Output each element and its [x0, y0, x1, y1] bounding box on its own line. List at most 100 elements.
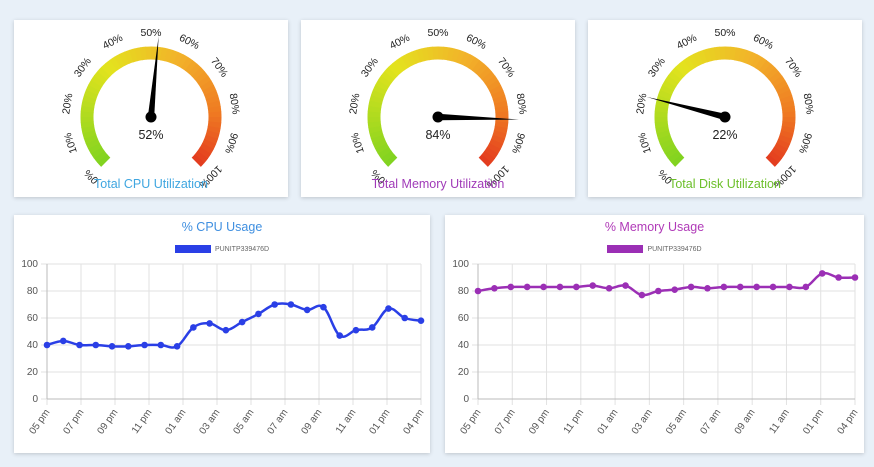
data-point[interactable]	[523, 283, 531, 291]
x-tick-label: 07 am	[266, 407, 291, 436]
gauge-arc-segment	[372, 138, 387, 150]
data-point[interactable]	[76, 341, 83, 349]
data-point[interactable]	[417, 317, 425, 324]
gauge-arc-segment	[781, 121, 796, 129]
gauge-arc-segment	[80, 105, 95, 113]
gauge-arc-segment	[206, 125, 221, 135]
y-tick-label: 100	[452, 259, 469, 270]
gauge-arc-segment	[446, 47, 456, 62]
data-point[interactable]	[173, 343, 181, 350]
gauge-arc-segment	[493, 100, 508, 109]
data-point[interactable]	[352, 326, 360, 334]
gauge-tick-label: 80%	[227, 93, 242, 116]
gauge-arc-segment	[97, 66, 111, 80]
data-point[interactable]	[638, 291, 646, 299]
legend-label: PUNITP339476D	[647, 245, 702, 253]
data-point[interactable]	[238, 318, 246, 326]
gauge-arc-segment	[773, 143, 788, 155]
gauge-arc-segment	[370, 89, 386, 100]
data-point[interactable]	[141, 341, 148, 349]
data-point[interactable]	[303, 306, 311, 314]
data-point[interactable]	[222, 326, 230, 334]
data-point[interactable]	[108, 343, 116, 350]
gauge-arc-segment	[90, 75, 105, 88]
data-point[interactable]	[704, 285, 711, 292]
data-point[interactable]	[271, 301, 278, 308]
data-point[interactable]	[687, 283, 695, 291]
x-tick-label: 11 am	[767, 407, 792, 435]
data-point[interactable]	[736, 283, 744, 291]
data-point[interactable]	[401, 314, 409, 322]
gauge-arc-segment	[751, 54, 763, 69]
data-point[interactable]	[59, 337, 67, 345]
x-tick-label: 05 pm	[28, 407, 53, 436]
gauge-arc-segment	[773, 80, 789, 92]
data-point[interactable]	[589, 282, 597, 289]
data-point[interactable]	[320, 303, 327, 311]
gauge-arc-segment	[442, 46, 450, 61]
chart-card-memory: % Memory Usage PUNITP339476D 0 20 40 60 80 10…	[445, 215, 864, 453]
data-point[interactable]	[769, 283, 777, 291]
gauge-arc-segment	[205, 130, 220, 140]
data-point[interactable]	[720, 283, 728, 291]
data-point[interactable]	[556, 283, 564, 291]
gauge-arc-segment	[662, 79, 677, 91]
gauge-value-label: 22%	[712, 128, 737, 142]
gauge-arc-segment	[377, 146, 392, 159]
gauge-arc-segment	[188, 63, 202, 77]
gauge-arc-segment	[675, 62, 689, 77]
data-point[interactable]	[753, 283, 760, 291]
gauge-arc-segment	[494, 105, 509, 114]
data-point[interactable]	[605, 285, 613, 292]
data-point[interactable]	[474, 287, 482, 295]
chart-legend[interactable]: PUNITP339476D	[14, 245, 430, 253]
data-point[interactable]	[851, 274, 859, 281]
data-point[interactable]	[655, 287, 662, 295]
data-point[interactable]	[802, 283, 810, 291]
gauge-arc-segment	[484, 146, 499, 159]
data-point[interactable]	[786, 283, 793, 291]
gauge-arc-segment	[114, 53, 126, 69]
data-point[interactable]	[622, 282, 629, 289]
gauge-arc-segment	[202, 84, 217, 96]
y-tick-label: 0	[32, 394, 38, 405]
data-point[interactable]	[157, 341, 165, 349]
gauge-arc-segment	[713, 46, 722, 61]
data-point[interactable]	[287, 301, 295, 308]
gauge-arc-segment	[486, 143, 501, 155]
gauge-arc-segment	[775, 138, 791, 150]
data-point[interactable]	[368, 324, 376, 331]
gauge-arc-segment	[664, 146, 679, 159]
chart-legend[interactable]: PUNITP339476D	[445, 245, 864, 253]
gauge-arc-segment	[768, 71, 783, 84]
data-point[interactable]	[507, 283, 515, 291]
x-tick-label: 04 pm	[836, 407, 861, 436]
gauge-arc-segment	[180, 56, 193, 71]
gauge-arc-segment	[87, 142, 103, 154]
gauge-arc-segment	[85, 84, 101, 96]
gauge-arc-segment	[780, 125, 795, 135]
gauge-title: Total Memory Utilization	[371, 177, 505, 191]
data-point[interactable]	[540, 283, 547, 291]
data-point[interactable]	[125, 343, 132, 350]
gauge-tick-label: 70%	[495, 55, 517, 79]
data-point[interactable]	[336, 332, 343, 339]
gauge-arc-segment	[421, 47, 430, 62]
data-point[interactable]	[92, 341, 100, 349]
data-point[interactable]	[255, 310, 262, 318]
x-tick-label: 11 am	[334, 407, 359, 435]
data-point[interactable]	[573, 283, 580, 291]
gauge-svg: 0%10%20%30%40% 50% 60%70%80%90%100%22%	[634, 27, 816, 191]
data-point[interactable]	[818, 270, 826, 277]
x-tick-label: 11 pm	[130, 407, 155, 435]
series-line	[477, 271, 856, 297]
data-point[interactable]	[491, 285, 498, 292]
gauge-tick-label: 50%	[140, 27, 161, 39]
data-point[interactable]	[206, 320, 213, 327]
gauge-arc-segment	[765, 154, 779, 167]
data-point[interactable]	[43, 341, 51, 349]
data-point[interactable]	[190, 324, 197, 331]
data-point[interactable]	[835, 274, 842, 281]
data-point[interactable]	[671, 286, 678, 293]
data-point[interactable]	[385, 305, 392, 312]
